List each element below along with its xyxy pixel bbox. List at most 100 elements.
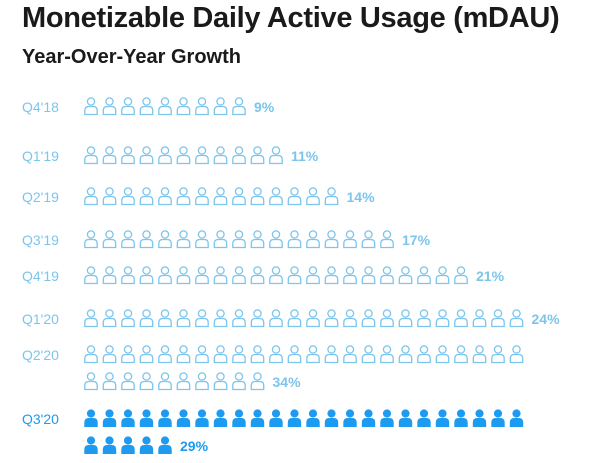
person-icon bbox=[121, 436, 135, 454]
person-icon bbox=[121, 230, 135, 249]
person-icon bbox=[176, 345, 191, 364]
person-icon bbox=[380, 230, 394, 249]
person-icon bbox=[213, 309, 228, 328]
person-icon bbox=[250, 266, 265, 285]
person-icon bbox=[287, 266, 302, 285]
chart-row: Q3'20 29% bbox=[22, 409, 524, 454]
person-icon bbox=[380, 309, 394, 328]
person-icon bbox=[84, 230, 98, 249]
person-icon bbox=[102, 266, 117, 285]
person-icon bbox=[84, 266, 98, 285]
person-icon bbox=[102, 372, 117, 391]
person-icon bbox=[250, 309, 265, 328]
person-icon bbox=[158, 409, 172, 427]
person-icon bbox=[250, 345, 265, 364]
person-icon bbox=[121, 309, 135, 328]
person-icon bbox=[213, 187, 228, 206]
person-icon bbox=[306, 266, 320, 285]
person-icon bbox=[213, 230, 228, 249]
person-icon bbox=[269, 345, 283, 364]
person-icon bbox=[84, 345, 98, 364]
person-icon bbox=[324, 409, 339, 427]
person-icon bbox=[509, 309, 524, 328]
person-icon bbox=[139, 266, 154, 285]
person-icon bbox=[398, 309, 413, 328]
person-icon bbox=[102, 409, 117, 427]
person-icon bbox=[269, 187, 283, 206]
person-icon bbox=[213, 266, 228, 285]
person-icon bbox=[398, 345, 413, 364]
value-label: 17% bbox=[402, 232, 431, 248]
person-icon bbox=[306, 345, 320, 364]
person-icon bbox=[139, 146, 154, 165]
person-icon bbox=[343, 409, 357, 427]
person-icon bbox=[195, 409, 209, 427]
chart-row: Q2'19 14% bbox=[22, 187, 376, 206]
person-icon bbox=[269, 230, 283, 249]
person-icon bbox=[139, 436, 154, 454]
person-icon bbox=[398, 266, 413, 285]
chart-row: Q2'20 34% bbox=[22, 345, 524, 391]
person-icon bbox=[139, 97, 154, 116]
person-icon bbox=[121, 187, 135, 206]
person-icon bbox=[176, 309, 191, 328]
person-icon bbox=[343, 345, 357, 364]
person-icon bbox=[102, 436, 117, 454]
person-icon bbox=[454, 266, 468, 285]
person-icon bbox=[158, 187, 172, 206]
person-icon bbox=[158, 372, 172, 391]
person-icon bbox=[361, 230, 376, 249]
person-icon bbox=[232, 146, 246, 165]
person-icon bbox=[213, 97, 228, 116]
person-icon bbox=[250, 146, 265, 165]
person-icon bbox=[435, 266, 450, 285]
chart-row: Q1'19 11% bbox=[22, 146, 319, 165]
person-icon bbox=[213, 372, 228, 391]
value-label: 29% bbox=[180, 438, 209, 454]
person-icon bbox=[306, 309, 320, 328]
person-icon bbox=[139, 409, 154, 427]
person-icon bbox=[84, 372, 98, 391]
person-icon bbox=[232, 345, 246, 364]
person-icon bbox=[417, 345, 431, 364]
person-icon bbox=[417, 309, 431, 328]
category-label: Q3'20 bbox=[22, 411, 59, 427]
person-icon bbox=[306, 187, 320, 206]
person-icon bbox=[232, 372, 246, 391]
person-icon bbox=[491, 409, 505, 427]
person-icon bbox=[306, 230, 320, 249]
person-icon bbox=[84, 187, 98, 206]
person-icon bbox=[176, 187, 191, 206]
person-icon bbox=[232, 266, 246, 285]
person-icon bbox=[121, 409, 135, 427]
person-icon bbox=[472, 409, 487, 427]
value-label: 24% bbox=[532, 311, 561, 327]
person-icon bbox=[84, 146, 98, 165]
person-icon bbox=[139, 345, 154, 364]
person-icon bbox=[102, 345, 117, 364]
person-icon bbox=[195, 97, 209, 116]
person-icon bbox=[380, 409, 394, 427]
person-icon bbox=[250, 230, 265, 249]
person-icon bbox=[435, 309, 450, 328]
person-icon bbox=[398, 409, 413, 427]
person-icon bbox=[176, 146, 191, 165]
chart-row: Q4'19 21% bbox=[22, 266, 505, 285]
person-icon bbox=[232, 187, 246, 206]
person-icon bbox=[176, 266, 191, 285]
chart-row: Q3'19 17% bbox=[22, 230, 431, 249]
person-icon bbox=[121, 345, 135, 364]
value-label: 14% bbox=[347, 189, 376, 205]
person-icon bbox=[287, 187, 302, 206]
person-icon bbox=[232, 230, 246, 249]
person-icon bbox=[472, 309, 487, 328]
person-icon bbox=[324, 187, 339, 206]
person-icon bbox=[454, 345, 468, 364]
value-label: 21% bbox=[476, 268, 505, 284]
person-icon bbox=[102, 146, 117, 165]
person-icon bbox=[232, 409, 246, 427]
person-icon bbox=[158, 97, 172, 116]
person-icon bbox=[324, 230, 339, 249]
person-icon bbox=[287, 409, 302, 427]
